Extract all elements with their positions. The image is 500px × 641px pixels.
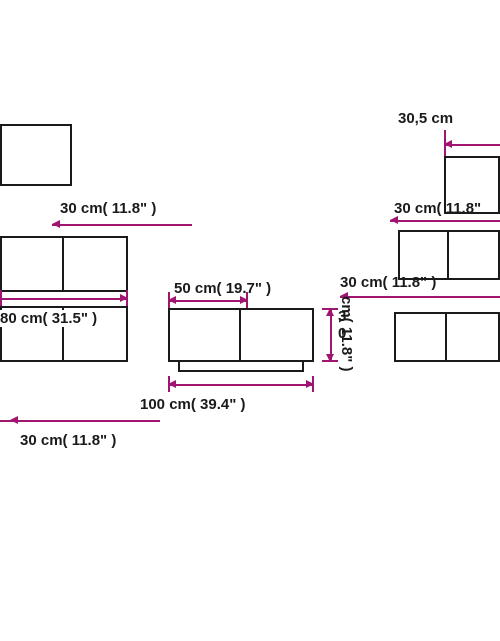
dim-30c-line <box>340 296 500 298</box>
dim-30b-arrow <box>390 216 398 224</box>
center-base <box>178 360 304 372</box>
right-row1-left <box>398 230 449 280</box>
dim-30b-line <box>390 220 500 222</box>
right-row2-right <box>445 312 500 362</box>
right-row1-right <box>447 230 500 280</box>
dim-100-tick-l <box>168 376 170 392</box>
label-305: 30,5 cm <box>398 110 453 127</box>
center-main-left <box>168 308 241 362</box>
label-80: 80 cm( 31.5" ) <box>0 310 97 327</box>
left-top-box <box>0 124 72 186</box>
dim-50-tick-l <box>168 292 170 308</box>
label-100: 100 cm( 39.4" ) <box>140 396 246 413</box>
label-30a: 30 cm( 11.8" ) <box>60 200 156 217</box>
dim-30d-line <box>0 420 160 422</box>
dim-50-line <box>168 300 248 302</box>
dim-305-line <box>444 144 500 146</box>
dim-30a-arrow <box>52 220 60 228</box>
dim-100-line <box>168 384 314 386</box>
label-30c: 30 cm( 11.8" ) <box>340 274 436 291</box>
dim-30v-tick-t <box>322 308 338 310</box>
right-row2-left <box>394 312 447 362</box>
center-main-right <box>239 308 314 362</box>
dim-80-tick-r <box>126 290 128 306</box>
label-30d: 30 cm( 11.8" ) <box>20 432 116 449</box>
dim-30d-arrow <box>10 416 18 424</box>
dim-100-tick-r <box>312 376 314 392</box>
dim-30v-tick-b <box>322 360 338 362</box>
dim-305-tick-l <box>444 130 446 156</box>
label-30b: 30 cm( 11.8" <box>394 200 481 217</box>
label-50: 50 cm( 19.7" ) <box>174 280 271 297</box>
dim-30a-line <box>52 224 192 226</box>
label-30v-2: cm( 11.8" ) <box>338 296 355 371</box>
left-row1-right <box>62 236 128 292</box>
dim-80-line <box>0 298 128 300</box>
left-row1-left <box>0 236 64 292</box>
dim-80-tick-l <box>0 290 2 306</box>
